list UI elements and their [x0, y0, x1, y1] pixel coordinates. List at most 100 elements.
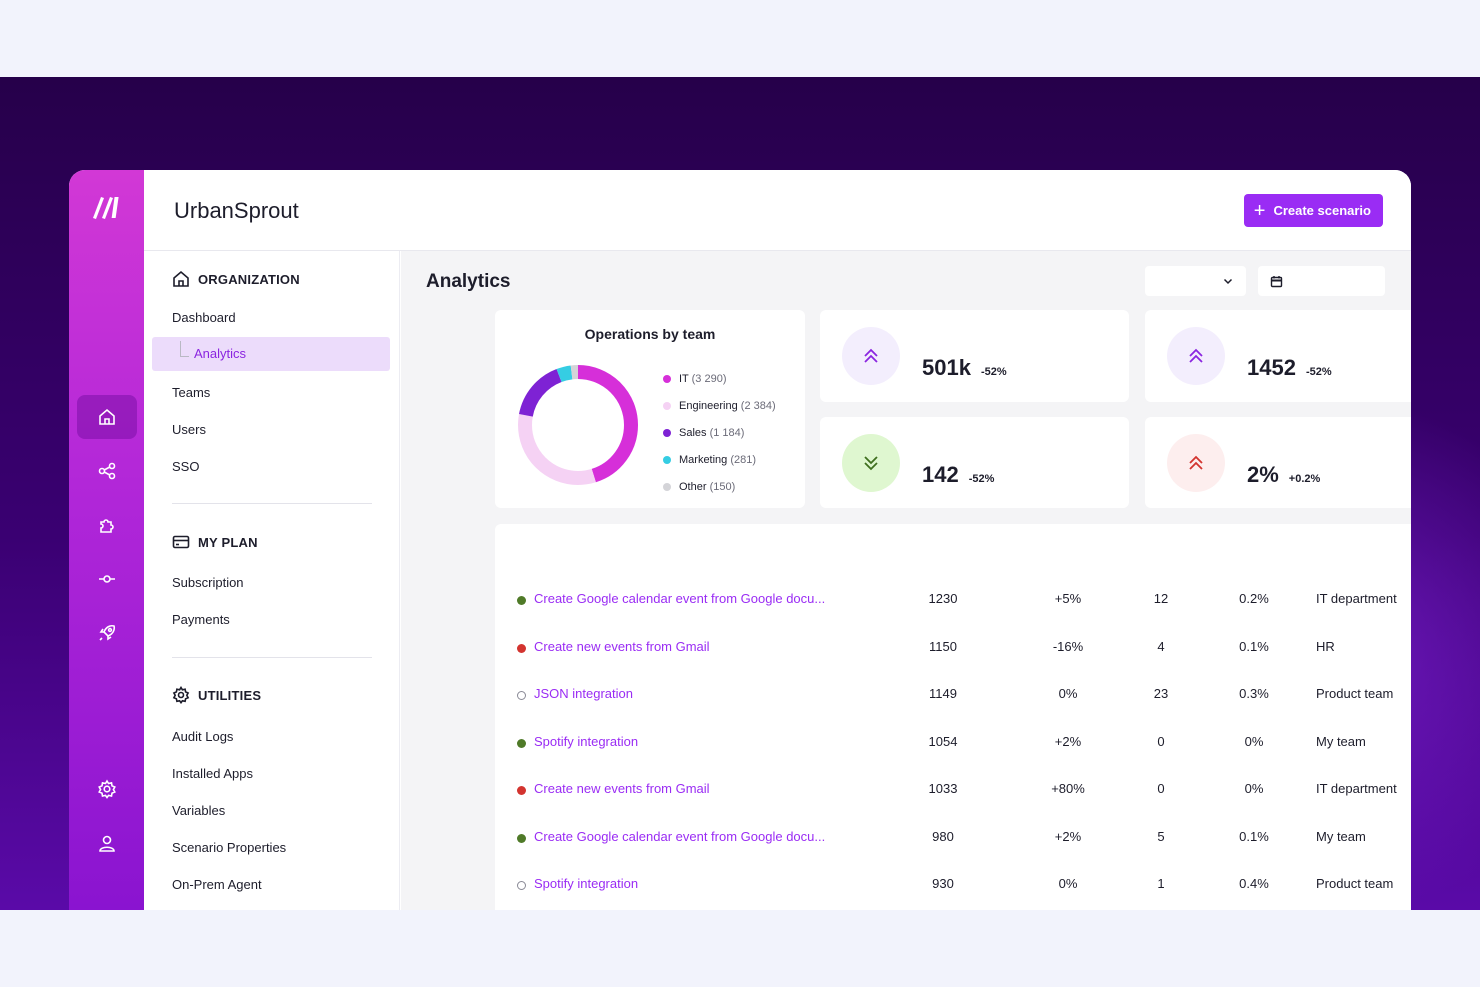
- team-cell: My team: [1316, 733, 1366, 749]
- sidebar-item-sso[interactable]: SSO: [172, 459, 200, 474]
- legend-item-sales: Sales (1 184): [663, 419, 776, 446]
- stat-value: 1452 -52%: [1247, 355, 1332, 380]
- organization-heading-label: ORGANIZATION: [198, 271, 300, 287]
- change-cell: -16%: [1052, 638, 1084, 654]
- operations-cell: 1230: [928, 591, 958, 606]
- rail-connections-button[interactable]: [77, 557, 137, 601]
- analytics-main: Analytics Operations by team IT (3 290) E…: [401, 251, 1411, 910]
- stat-icon-badge: [842, 327, 900, 385]
- donut-slice-other[interactable]: [518, 365, 638, 485]
- count-cell: 4: [1157, 638, 1165, 654]
- legend-label: Marketing (281): [679, 453, 757, 466]
- change-cell: +2%: [1054, 733, 1082, 749]
- calendar-icon: [1270, 275, 1283, 287]
- legend-item-engineering: Engineering (2 384): [663, 392, 776, 419]
- sidebar-item-analytics[interactable]: Analytics: [152, 337, 390, 371]
- table-row[interactable]: JSON integration 1149 0% 23 0.3% Product team: [495, 686, 1411, 706]
- team-filter-select[interactable]: [1145, 266, 1246, 296]
- top-header: UrbanSprout + Create scenario: [144, 170, 1411, 251]
- stat-icon-badge: [842, 434, 900, 492]
- legend-label: IT (3 290): [679, 372, 727, 385]
- scenario-name-link[interactable]: Create Google calendar event from Google…: [534, 828, 826, 844]
- scenario-name-link[interactable]: Spotify integration: [534, 876, 639, 891]
- scenario-name-link[interactable]: Create new events from Gmail: [534, 781, 710, 796]
- stat-icon-badge: [1167, 327, 1225, 385]
- team-cell: Product team: [1316, 686, 1394, 701]
- rail-scenarios-button[interactable]: [77, 449, 137, 493]
- team-cell: HR: [1316, 638, 1335, 654]
- chevrons-down-icon: [864, 456, 878, 471]
- chevrons-up-icon: [1189, 455, 1203, 470]
- operations-cell: 930: [932, 876, 954, 891]
- my-plan-heading-label: MY PLAN: [198, 534, 258, 550]
- my-plan-section-heading: MY PLAN: [172, 533, 258, 551]
- table-row[interactable]: Create Google calendar event from Google…: [495, 591, 1411, 611]
- legend-count: (3 290): [691, 372, 727, 385]
- stat-value: 142 -52%: [922, 462, 995, 487]
- rate-cell: 0%: [1244, 781, 1264, 796]
- table-row[interactable]: Spotify integration 1054 +2% 0 0% My team: [495, 734, 1411, 754]
- operations-chart-card: Operations by team IT (3 290) Engineering…: [495, 310, 805, 508]
- table-row[interactable]: Create new events from Gmail 1033 +80% 0 0% I…: [495, 781, 1411, 801]
- app-window: UrbanSprout + Create scenario ORGANIZATI…: [69, 170, 1411, 910]
- rail-apps-button[interactable]: [77, 503, 137, 547]
- home-icon: [173, 270, 189, 287]
- scenario-name-link[interactable]: Create Google calendar event from Google…: [534, 591, 826, 606]
- rail-launch-button[interactable]: [77, 611, 137, 655]
- chevron-down-icon: [1223, 278, 1233, 285]
- rail-home-button[interactable]: [77, 395, 137, 439]
- date-range-picker[interactable]: [1258, 266, 1385, 296]
- sidebar-item-installed-apps[interactable]: Installed Apps: [172, 766, 253, 781]
- table-row[interactable]: Spotify integration 930 0% 1 0.4% Product tea…: [495, 876, 1411, 896]
- rate-cell: 0%: [1244, 733, 1264, 749]
- create-scenario-label: Create scenario: [1273, 203, 1371, 218]
- sidebar-item-dashboard[interactable]: Dashboard: [172, 310, 236, 325]
- count-cell: 23: [1153, 686, 1169, 701]
- user-icon: [99, 835, 115, 852]
- rate-cell: 0.1%: [1239, 828, 1269, 844]
- count-cell: 5: [1157, 828, 1165, 844]
- make-logo-icon[interactable]: [91, 194, 123, 220]
- donut-slice-engineering[interactable]: [518, 365, 638, 485]
- status-dot-icon: [517, 738, 526, 748]
- change-cell: 0%: [1058, 876, 1078, 891]
- status-dot-icon: [517, 881, 526, 890]
- sidebar-item-subscription[interactable]: Subscription: [172, 575, 244, 590]
- change-cell: 0%: [1058, 686, 1078, 701]
- status-dot-icon: [517, 833, 526, 843]
- table-row[interactable]: Create new events from Gmail 1150 -16% 4 0.1…: [495, 639, 1411, 659]
- page-title: Analytics: [426, 271, 511, 292]
- scenario-name-link[interactable]: Create new events from Gmail: [534, 638, 710, 654]
- sidebar-item-variables[interactable]: Variables: [172, 803, 226, 818]
- rate-cell: 0.2%: [1239, 591, 1269, 606]
- icon-rail: [69, 170, 144, 910]
- sidebar-item-users[interactable]: Users: [172, 422, 206, 437]
- legend-swatch: [663, 482, 671, 491]
- sidebar-item-on-prem-agent[interactable]: On-Prem Agent: [172, 877, 262, 892]
- scenario-name-link[interactable]: JSON integration: [534, 686, 633, 701]
- legend-count: (2 384): [740, 399, 776, 412]
- organization-section-heading: ORGANIZATION: [172, 270, 300, 288]
- create-scenario-button[interactable]: + Create scenario: [1243, 194, 1383, 227]
- table-row[interactable]: Create Google calendar event from Google…: [495, 829, 1411, 849]
- sidebar-item-audit-logs[interactable]: Audit Logs: [172, 729, 234, 744]
- scenarios-table-card: Create Google calendar event from Google…: [495, 524, 1411, 910]
- change-cell: +5%: [1054, 591, 1082, 606]
- legend-swatch: [663, 374, 671, 383]
- rate-cell: 0.3%: [1239, 686, 1269, 701]
- count-cell: 0: [1157, 781, 1165, 796]
- rail-profile-button[interactable]: [77, 821, 137, 865]
- legend-item-it: IT (3 290): [663, 365, 776, 392]
- sidebar-item-teams[interactable]: Teams: [172, 385, 211, 400]
- home-icon: [99, 408, 115, 425]
- team-cell: IT department: [1316, 781, 1397, 796]
- scenario-name-link[interactable]: Spotify integration: [534, 733, 639, 749]
- sidebar-item-label: Analytics: [194, 346, 247, 361]
- sidebar-item-payments[interactable]: Payments: [172, 612, 230, 627]
- chart-title: Operations by team: [584, 326, 716, 342]
- status-dot-icon: [517, 643, 526, 653]
- sidebar-item-scenario-properties[interactable]: Scenario Properties: [172, 840, 287, 855]
- rail-settings-button[interactable]: [77, 767, 137, 811]
- stat-card-operations: 501k -52%: [820, 310, 1129, 402]
- commit-icon: [99, 575, 115, 583]
